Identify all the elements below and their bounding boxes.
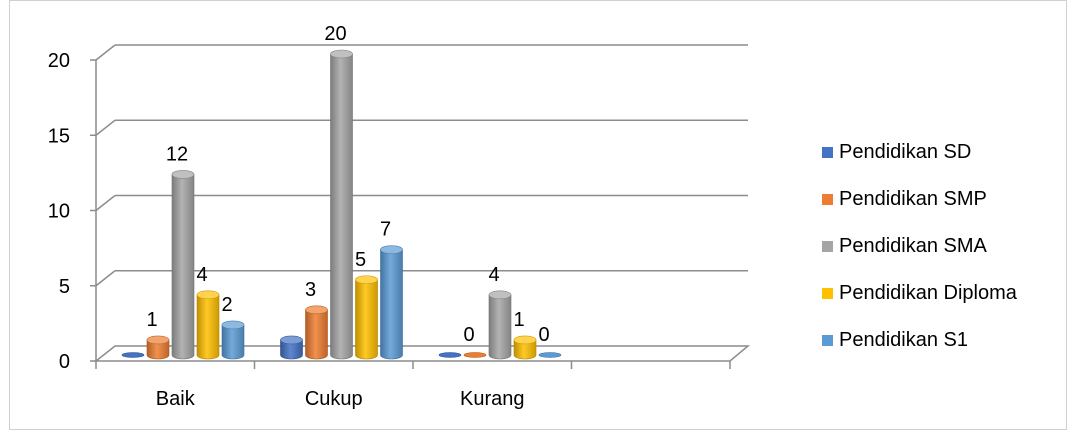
bar-body bbox=[280, 339, 303, 360]
bar-kurang-3 bbox=[513, 335, 537, 360]
bar-top bbox=[513, 335, 537, 345]
data-label: 0 bbox=[463, 324, 474, 346]
bar-body bbox=[513, 339, 537, 360]
data-label: 0 bbox=[538, 324, 549, 346]
data-label: 4 bbox=[196, 264, 207, 286]
y-tick-label: 20 bbox=[48, 50, 70, 72]
legend-swatch bbox=[822, 335, 833, 346]
legend-label: Pendidikan Diploma bbox=[839, 282, 1018, 304]
gridline-side bbox=[95, 119, 116, 136]
gridline-side bbox=[95, 44, 116, 61]
x-tick-label: Baik bbox=[156, 388, 196, 410]
data-label: 1 bbox=[146, 309, 157, 331]
bar-body bbox=[305, 309, 328, 360]
bar-zero bbox=[463, 352, 487, 358]
bar-body bbox=[171, 174, 195, 360]
bar-body bbox=[221, 324, 245, 360]
bar-body bbox=[488, 294, 512, 360]
gridlines bbox=[95, 44, 748, 287]
bar-cukup-2 bbox=[330, 49, 353, 360]
chart-frame bbox=[9, 0, 1067, 430]
bar-cukup-4 bbox=[380, 245, 403, 360]
legend-label: Pendidikan S1 bbox=[839, 329, 968, 351]
bar-zero bbox=[438, 352, 462, 358]
legend-swatch bbox=[822, 194, 833, 205]
bar-zero bbox=[121, 352, 145, 358]
bar-cukup-0 bbox=[280, 335, 303, 360]
data-label: 1 bbox=[513, 309, 524, 331]
bar-top bbox=[171, 170, 195, 179]
gridline-side bbox=[95, 194, 116, 212]
y-tick-label: 10 bbox=[48, 201, 70, 223]
bar-top bbox=[380, 245, 403, 254]
bar-body bbox=[355, 279, 378, 360]
data-label: 2 bbox=[221, 294, 232, 316]
chart-floor bbox=[93, 345, 751, 362]
y-tick-label: 0 bbox=[59, 351, 70, 373]
bar-kurang-4 bbox=[538, 352, 562, 358]
bar-kurang-2 bbox=[488, 290, 512, 360]
legend-label: Pendidikan SMP bbox=[839, 188, 987, 210]
legend-label: Pendidikan SD bbox=[839, 141, 971, 163]
legend: Pendidikan SD Pendidikan SMP Pendidikan SM… bbox=[822, 141, 1018, 351]
bar-body bbox=[146, 339, 170, 360]
bar-top bbox=[280, 335, 303, 345]
bar-kurang-0 bbox=[438, 352, 462, 358]
bar-cukup-1 bbox=[305, 305, 328, 360]
data-label: 7 bbox=[380, 219, 391, 241]
x-tick-label: Kurang bbox=[460, 388, 525, 410]
bar-zero bbox=[538, 352, 562, 358]
legend-swatch bbox=[822, 147, 833, 158]
bar-body bbox=[330, 53, 353, 360]
data-label: 20 bbox=[324, 23, 346, 45]
bar-top bbox=[488, 290, 512, 300]
legend-swatch bbox=[822, 241, 833, 252]
bar-baik-3 bbox=[196, 290, 220, 360]
bar-top bbox=[330, 49, 353, 59]
bar-body bbox=[380, 249, 403, 360]
bar-baik-1 bbox=[146, 335, 170, 360]
gridline-side bbox=[95, 270, 116, 287]
bar-top bbox=[196, 290, 220, 300]
bar-top bbox=[305, 305, 328, 315]
data-label: 12 bbox=[166, 143, 188, 165]
y-tick-label: 5 bbox=[59, 276, 70, 298]
bars bbox=[121, 49, 562, 360]
bar-top bbox=[221, 320, 245, 330]
data-label: 5 bbox=[355, 249, 366, 271]
data-label: 3 bbox=[305, 279, 316, 301]
legend-label: Pendidikan SMA bbox=[839, 235, 988, 257]
bar-kurang-1 bbox=[463, 352, 487, 358]
bar-baik-2 bbox=[171, 170, 195, 360]
bar-top bbox=[355, 275, 378, 285]
bar-cukup-3 bbox=[355, 275, 378, 360]
legend-swatch bbox=[822, 288, 833, 299]
bar-baik-0 bbox=[121, 352, 145, 358]
y-tick-label: 15 bbox=[48, 125, 70, 147]
x-tick-label: Cukup bbox=[305, 388, 363, 410]
bar-baik-4 bbox=[221, 320, 245, 360]
data-label: 4 bbox=[488, 264, 499, 286]
bar-body bbox=[196, 294, 220, 360]
bar-top bbox=[146, 335, 170, 345]
